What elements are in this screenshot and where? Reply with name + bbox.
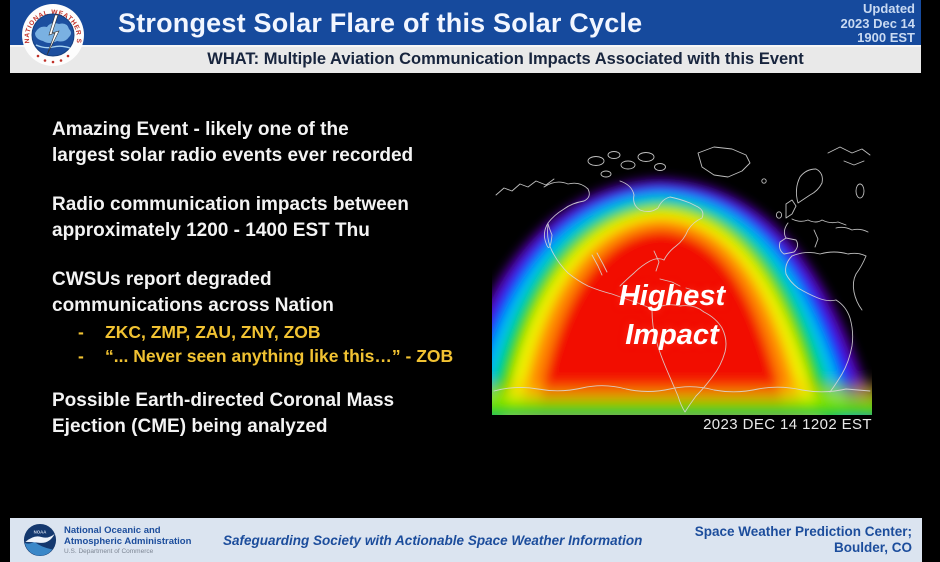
updated-time: 1900 EST — [857, 30, 915, 45]
updated-line: Updated — [863, 1, 915, 16]
absorption-dome — [492, 179, 872, 415]
paragraph-amazing-event: Amazing Event - likely one of the larges… — [52, 119, 414, 166]
world-outline — [493, 146, 871, 413]
highest-impact-label: Highest Impact — [618, 280, 726, 351]
list-item: - ZKC, ZMP, ZAU, ZNY, ZOB — [78, 322, 321, 342]
agency-name: National Oceanic and Atmospheric Adminis… — [64, 525, 192, 555]
page-title: Strongest Solar Flare of this Solar Cycl… — [118, 8, 643, 38]
cwsu-sub-bullets: - ZKC, ZMP, ZAU, ZNY, ZOB - “... Never s… — [52, 320, 512, 368]
svg-text:NOAA: NOAA — [34, 529, 48, 534]
updated-date: 2023 Dec 14 — [840, 15, 915, 31]
absorption-map-graphic — [492, 131, 872, 415]
what-statement: WHAT: Multiple Aviation Communication Im… — [207, 50, 804, 68]
department-name: U.S. Department of Commerce — [64, 548, 154, 555]
paragraph-cwsu: CWSUs report degraded communications acr… — [52, 269, 334, 316]
footer-bar: NOAA National Oceanic and Atmospheric Ad… — [10, 518, 922, 562]
absorption-map: Highest Impact — [492, 131, 872, 415]
footer-tagline: Safeguarding Society with Actionable Spa… — [223, 532, 643, 548]
nws-logo-icon: NATIONAL WEATHER SERVICE — [21, 3, 84, 66]
bullet-content: Amazing Event - likely one of the larges… — [52, 117, 512, 463]
paragraph-cme: Possible Earth-directed Coronal Mass Eje… — [52, 390, 395, 437]
list-item: - “... Never seen anything like this…” -… — [78, 346, 454, 366]
subtitle-bar: WHAT: Multiple Aviation Communication Im… — [10, 45, 921, 73]
header-bar: Strongest Solar Flare of this Solar Cycl… — [10, 0, 921, 45]
footer-org: Space Weather Prediction Center; Boulder… — [694, 524, 912, 555]
map-timestamp: 2023 DEC 14 1202 EST — [703, 416, 872, 433]
updated-timestamp: Updated 2023 Dec 14 1900 EST — [840, 1, 915, 46]
paragraph-radio-impacts: Radio communication impacts between appr… — [52, 194, 409, 241]
noaa-logo-icon: NOAA — [23, 523, 57, 557]
